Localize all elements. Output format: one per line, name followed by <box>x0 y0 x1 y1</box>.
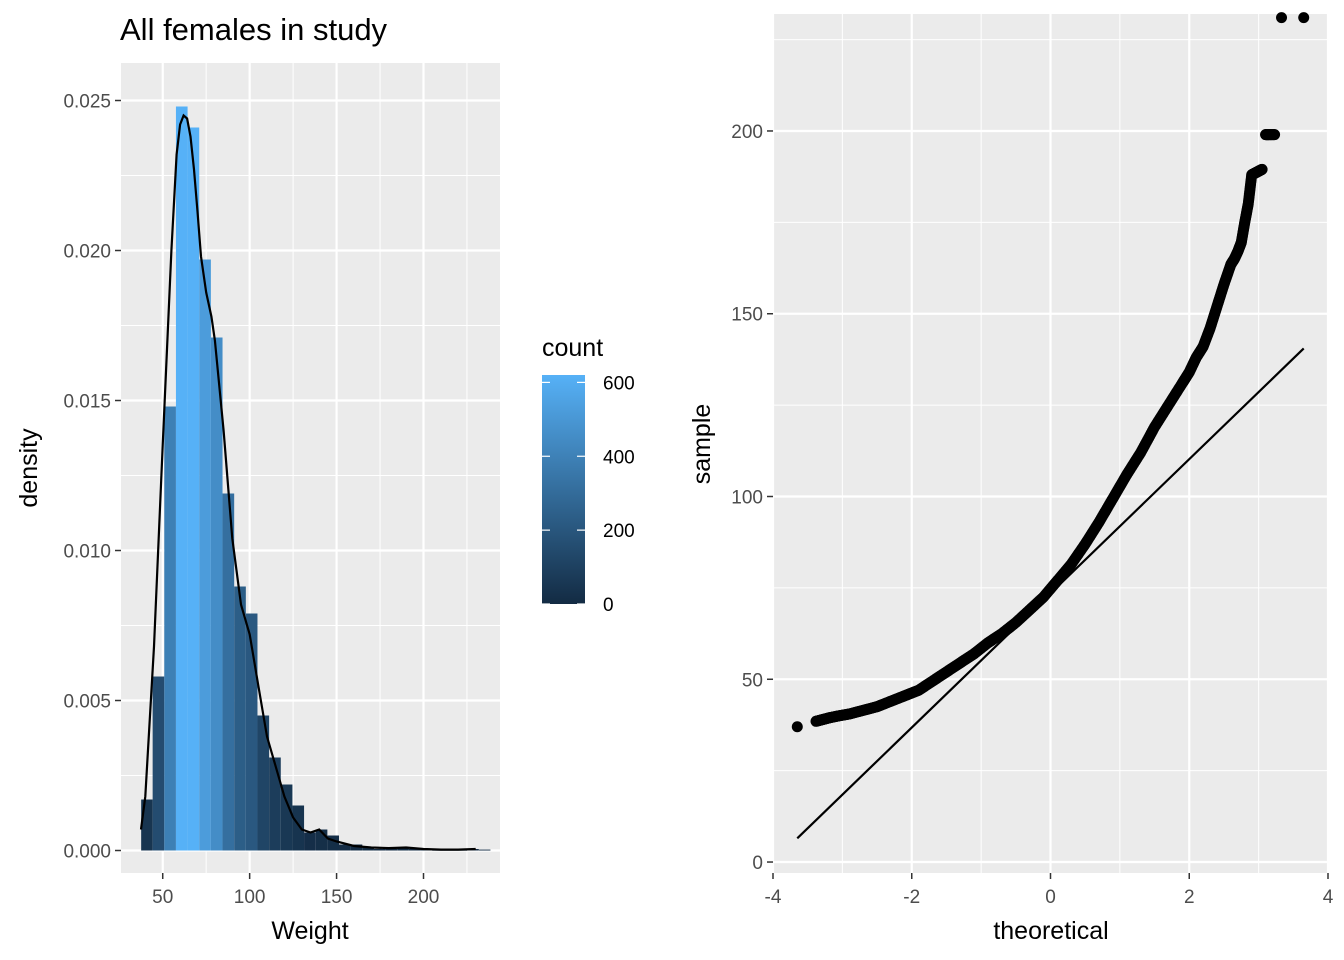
histogram-bar <box>175 106 188 851</box>
histogram-bar <box>199 259 211 851</box>
histogram-bars <box>141 106 491 851</box>
legend-title: count <box>542 334 603 362</box>
histogram-bar <box>234 586 246 851</box>
histogram-bar <box>245 613 258 851</box>
qq-points <box>791 12 1310 733</box>
qq-x-axis-title: theoretical <box>993 917 1108 945</box>
legend-colorbar <box>542 375 585 604</box>
x-tick-label: -2 <box>903 887 920 908</box>
legend-ticks: 0 200 400 600 <box>542 373 635 616</box>
histogram-bar <box>373 849 386 851</box>
x-tick-label: 100 <box>234 887 266 908</box>
histogram-panel: All females in study 0.000 0.005 0.010 0.01… <box>15 12 500 945</box>
y-tick-label: 0.020 <box>63 242 111 263</box>
histogram-x-axis: 50 100 150 200 <box>152 873 439 908</box>
y-tick-label: 150 <box>731 305 763 326</box>
histogram-bar <box>315 829 328 851</box>
histogram-bar <box>350 844 363 851</box>
y-tick-label: 200 <box>731 122 763 143</box>
qq-point <box>1269 129 1281 141</box>
density-curve <box>139 113 476 851</box>
histogram-bar <box>327 835 340 851</box>
x-tick-label: 4 <box>1323 887 1334 908</box>
histogram-bar <box>478 849 491 851</box>
histogram-bar <box>408 849 421 851</box>
histogram-x-axis-title: Weight <box>271 917 348 945</box>
x-tick-label: 2 <box>1184 887 1195 908</box>
qq-x-axis: -4 -2 0 2 4 <box>765 873 1334 908</box>
x-tick-label: 200 <box>408 887 440 908</box>
histogram-bar <box>362 847 374 851</box>
histogram-y-axis: 0.000 0.005 0.010 0.015 0.020 0.025 <box>63 92 121 863</box>
x-tick-label: -4 <box>765 887 782 908</box>
qq-plot-panel: 0 50 100 150 200 -4 -2 0 2 4 theoretical sample <box>688 12 1334 945</box>
qq-major-grid <box>771 14 1330 873</box>
legend-tick-label: 200 <box>603 521 635 542</box>
histogram-bar <box>269 757 281 851</box>
y-tick-label: 50 <box>742 670 763 691</box>
y-tick-label: 0.015 <box>63 392 111 413</box>
histogram-bar <box>257 715 270 851</box>
y-tick-label: 0.010 <box>63 542 111 563</box>
qq-y-axis: 0 50 100 150 200 <box>731 122 773 874</box>
y-tick-label: 0.005 <box>63 692 111 713</box>
x-tick-label: 50 <box>152 887 173 908</box>
histogram-bar <box>164 406 176 851</box>
histogram-bar <box>222 493 235 851</box>
histogram-bar <box>292 805 305 851</box>
qq-point <box>1298 12 1310 24</box>
y-tick-label: 0 <box>752 853 763 874</box>
histogram-title: All females in study <box>120 12 388 47</box>
histogram-bar <box>210 337 223 851</box>
histogram-bar <box>280 784 293 851</box>
histogram-bar <box>304 832 316 851</box>
y-tick-label: 100 <box>731 488 763 509</box>
histogram-bar <box>187 127 200 851</box>
x-tick-label: 150 <box>321 887 353 908</box>
histogram-bar <box>339 844 351 851</box>
qq-y-axis-title: sample <box>688 404 716 485</box>
qq-point <box>791 721 803 733</box>
qq-point <box>1256 163 1268 175</box>
x-tick-label: 0 <box>1045 887 1056 908</box>
count-legend: count 0 200 400 600 <box>542 334 635 616</box>
legend-tick-label: 400 <box>603 447 635 468</box>
legend-tick-label: 600 <box>603 373 635 394</box>
legend-tick-label: 0 <box>603 595 614 616</box>
qq-point <box>1276 12 1288 24</box>
y-tick-label: 0.025 <box>63 92 111 113</box>
histogram-bar <box>385 849 398 851</box>
histogram-bar <box>152 676 165 851</box>
y-tick-label: 0.000 <box>63 842 111 863</box>
histogram-bar <box>141 799 153 851</box>
histogram-y-axis-title: density <box>15 428 43 508</box>
histogram-bar <box>397 847 409 851</box>
